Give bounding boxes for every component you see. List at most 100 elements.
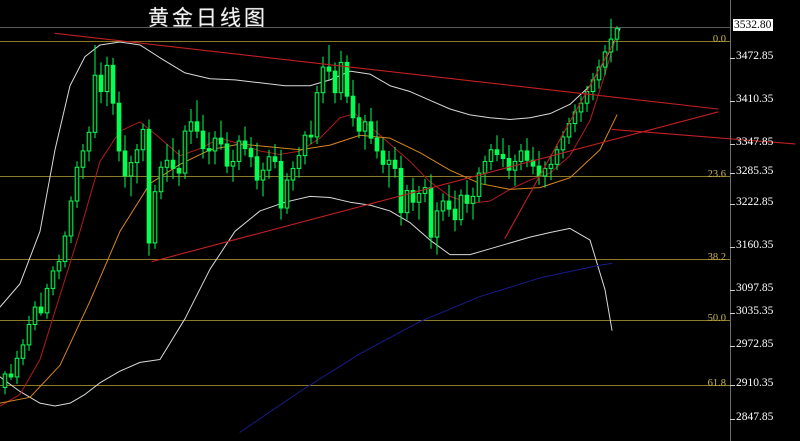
candle-body [32,306,38,326]
candle-body [446,200,452,210]
candle-body [296,155,302,169]
candle-body [104,64,110,93]
candle-body [518,150,524,162]
price-axis-tick [730,385,735,386]
candle-body [350,95,356,119]
price-axis-tick [730,144,735,145]
candle-body [404,190,410,214]
candle-body [140,128,146,151]
candle-body [320,66,326,94]
candle-body [410,190,416,203]
candle-body [428,187,434,238]
candle-body [110,64,116,104]
candle-body [266,156,272,171]
candle-body [230,160,236,167]
candle-body [314,92,320,138]
candle-body [80,150,86,168]
price-axis-label: 2910.35 [736,377,774,389]
candle-body [8,373,14,378]
price-axis-tick [730,290,735,291]
price-axis-tick [730,419,735,420]
candle-body [500,153,506,160]
candle-body [284,179,290,209]
candle-body [464,194,470,204]
candle-body [308,134,314,138]
candle-body [236,140,242,162]
candle-body [164,159,170,168]
series-ma-long-blue- [239,262,613,433]
candle-body [38,306,44,314]
candle-body [278,160,284,209]
candle-body [56,261,62,272]
candle-body [470,195,476,204]
candle-body [302,134,308,157]
candle-body [380,150,386,165]
price-axis-tick [730,247,735,248]
candle-body [494,149,500,155]
candle-body [98,74,104,93]
candle-body [50,270,56,289]
candle-body [524,150,530,161]
price-axis-label: 3285.35 [736,165,774,177]
candle-body [188,121,194,132]
candle-body [218,137,224,145]
candle-body [152,191,158,244]
candle-body [14,357,20,378]
candle-body [614,28,620,40]
candle-body [86,131,92,152]
candle-body [338,61,344,94]
candle-body [542,167,548,177]
candle-body [374,137,380,152]
candle-body [260,169,266,181]
series-ma-mid-orange- [0,114,618,404]
candle-body [488,149,494,162]
candle-body [356,117,362,132]
candle-body [458,194,464,221]
candle-body [530,159,536,167]
candle-body [128,162,134,177]
candle-body [62,235,68,263]
fib-level-label-38.2: 38.2 [707,252,726,263]
price-axis-label: 3347.85 [736,136,774,148]
candle-body [200,130,206,150]
candle-body [548,163,554,169]
candle-body [506,158,512,171]
fib-level-label-61.8: 61.8 [707,378,726,389]
candle-body [452,208,458,221]
candle-body [176,167,182,174]
price-axis-tick [730,204,735,205]
series-bollinger-lower [0,195,613,407]
candle-body [116,102,122,152]
series-trendline-steep [504,45,613,239]
price-axis-label: 2972.85 [736,338,774,350]
axis-separator [730,0,731,441]
price-axis-label: 2847.85 [736,411,774,423]
candle-body [68,200,74,237]
price-axis-label: 3035.35 [736,305,774,317]
price-axis-label: 3410.35 [736,93,774,105]
candle-body [536,165,542,177]
price-axis-tick [730,101,735,102]
candle-body [212,137,218,152]
candle-body [26,324,32,346]
price-axis-tick [730,58,735,59]
candle-body [182,130,188,174]
candle-body [578,102,584,113]
fib-level-label-23.6: 23.6 [707,169,726,180]
candle-body [122,150,128,177]
series-bollinger-upper [0,28,621,308]
candle-body [476,172,482,197]
candle-body [392,159,398,169]
candle-body [74,166,80,202]
price-axis-label: 3222.85 [736,196,774,208]
chart-title: 黄金日线图 [148,6,268,30]
candlestick-series [2,18,620,395]
candle-body [386,159,392,165]
candle-body [422,187,428,194]
price-axis-label: 3097.85 [736,282,774,294]
candle-body [2,373,8,388]
candle-body [248,148,254,158]
price-axis-tick [730,346,735,347]
candle-body [434,210,440,238]
